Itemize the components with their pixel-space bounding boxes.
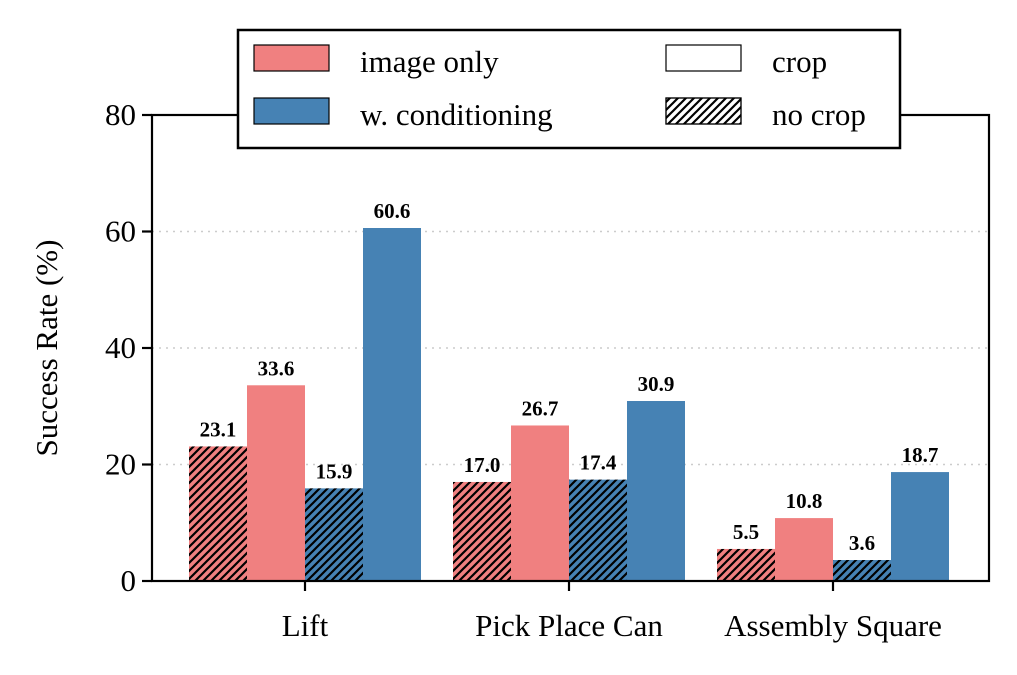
bar [511, 425, 569, 581]
x-tick-label: Lift [282, 608, 329, 643]
axes: 0 20 40 60 80 Lift Pick Place Can Assembly Squa… [105, 97, 942, 643]
bars [189, 228, 949, 581]
legend: image only w. conditioning crop no crop [236, 28, 902, 150]
data-label: 17.0 [464, 453, 501, 477]
legend-swatch [253, 97, 330, 125]
y-tick-label: 60 [105, 214, 136, 249]
bar-hatch [453, 481, 511, 581]
data-label: 26.7 [522, 396, 559, 420]
data-label: 17.4 [580, 451, 617, 475]
data-label: 30.9 [638, 372, 675, 396]
y-tick-label: 20 [105, 447, 136, 482]
legend-label: crop [772, 44, 827, 79]
bar [775, 518, 833, 581]
data-label: 33.6 [258, 356, 295, 380]
y-tick-label: 40 [105, 330, 136, 365]
bar-hatch [833, 560, 891, 581]
legend-label: image only [360, 44, 499, 79]
data-label: 18.7 [902, 443, 939, 467]
y-axis-title: Success Rate (%) [29, 240, 64, 457]
bar [627, 401, 685, 581]
bar-hatch [569, 479, 627, 581]
bar [247, 385, 305, 581]
data-labels: 23.1 33.6 15.9 60.6 17.0 26.7 17.4 30.9 5.5 10.8 3… [200, 199, 939, 555]
legend-swatch-hatch [665, 97, 742, 125]
bar [891, 472, 949, 581]
legend-label: no crop [772, 97, 866, 132]
legend-swatch [665, 44, 742, 72]
y-tick-label: 0 [121, 563, 137, 598]
bar-hatch [305, 488, 363, 581]
bar [363, 228, 421, 581]
data-label: 3.6 [849, 531, 875, 555]
y-tick-label: 80 [105, 97, 136, 132]
data-label: 5.5 [733, 520, 759, 544]
bar-hatch [189, 446, 247, 581]
data-label: 10.8 [786, 489, 823, 513]
x-tick-label: Pick Place Can [475, 608, 663, 643]
data-label: 23.1 [200, 417, 237, 441]
legend-label: w. conditioning [360, 97, 553, 132]
data-label: 60.6 [374, 199, 411, 223]
data-label: 15.9 [316, 459, 353, 483]
x-tick-label: Assembly Square [724, 608, 942, 643]
legend-swatch [253, 44, 330, 72]
legend-box [236, 28, 902, 150]
bar-hatch [717, 548, 775, 581]
